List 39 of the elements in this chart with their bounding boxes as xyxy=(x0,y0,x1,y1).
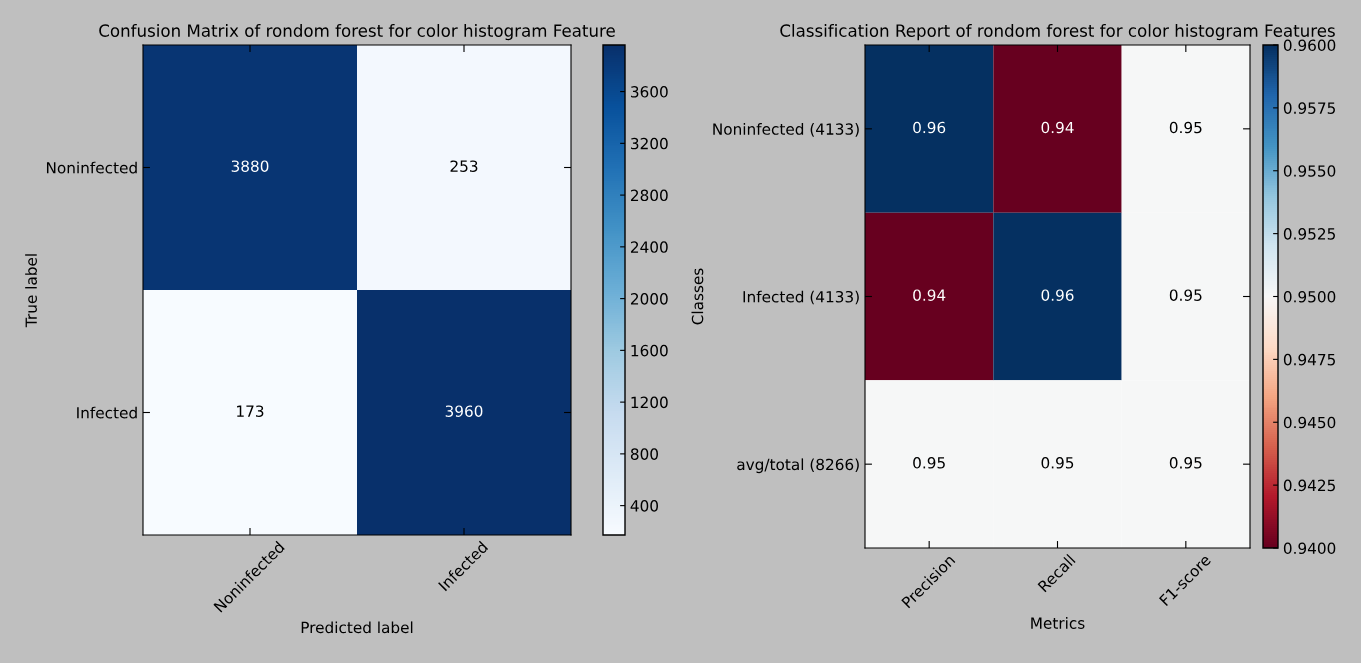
color-bar-label: 0.9525 xyxy=(1283,228,1335,240)
color-bar-label: 0.9400 xyxy=(1283,542,1336,555)
color-bar-label: 3600 xyxy=(631,86,668,98)
y-axis-title: Classes xyxy=(691,268,704,325)
color-bar-label: 2000 xyxy=(630,293,668,305)
data-label: 0.95 xyxy=(1041,457,1074,469)
chart-title: Confusion Matrix of rondom forest for color histogram Feature xyxy=(99,24,615,41)
color-bar-label: 0.9500 xyxy=(1283,290,1336,303)
data-label: 253 xyxy=(450,160,478,172)
data-label: 0.95 xyxy=(1169,289,1202,301)
y-tick-label: Noninfected (4133) xyxy=(713,123,859,137)
color-bar-label: 0.9600 xyxy=(1283,39,1336,52)
data-label: 0.94 xyxy=(913,289,946,301)
color-bar-label: 0.9450 xyxy=(1283,416,1336,429)
y-axis-title: True label xyxy=(25,254,37,328)
color-bar-label: 2800 xyxy=(630,189,668,202)
color-bar-label: 0.9425 xyxy=(1283,479,1335,492)
color-bar-label: 2400 xyxy=(630,241,668,253)
color-bar-label: 1200 xyxy=(631,396,668,409)
data-label: 0.95 xyxy=(1169,457,1202,469)
color-bar-label: 1600 xyxy=(631,344,668,357)
color-bar-label: 0.9575 xyxy=(1283,102,1335,114)
data-label: 0.96 xyxy=(1041,289,1074,301)
data-label: 0.96 xyxy=(913,121,946,134)
color-bar-label: 800 xyxy=(630,448,659,460)
color-bar-label: 0.9550 xyxy=(1283,165,1336,177)
data-label: 0.95 xyxy=(913,457,945,469)
data-label: 0.95 xyxy=(1169,121,1202,134)
y-tick-label: avg/total (8266) xyxy=(737,458,859,474)
data-label: 0.94 xyxy=(1041,121,1074,134)
color-bar-label: 400 xyxy=(630,500,659,512)
x-axis-title: Predicted label xyxy=(301,621,413,634)
y-tick-label: Infected (4133) xyxy=(743,290,859,305)
data-label: 173 xyxy=(237,405,264,417)
color-bar-label: 3200 xyxy=(631,137,668,150)
x-axis-title: Metrics xyxy=(1031,617,1085,629)
data-label: 3960 xyxy=(445,405,483,417)
data-label: 3880 xyxy=(231,160,269,172)
color-bar-label: 0.9475 xyxy=(1283,353,1335,366)
